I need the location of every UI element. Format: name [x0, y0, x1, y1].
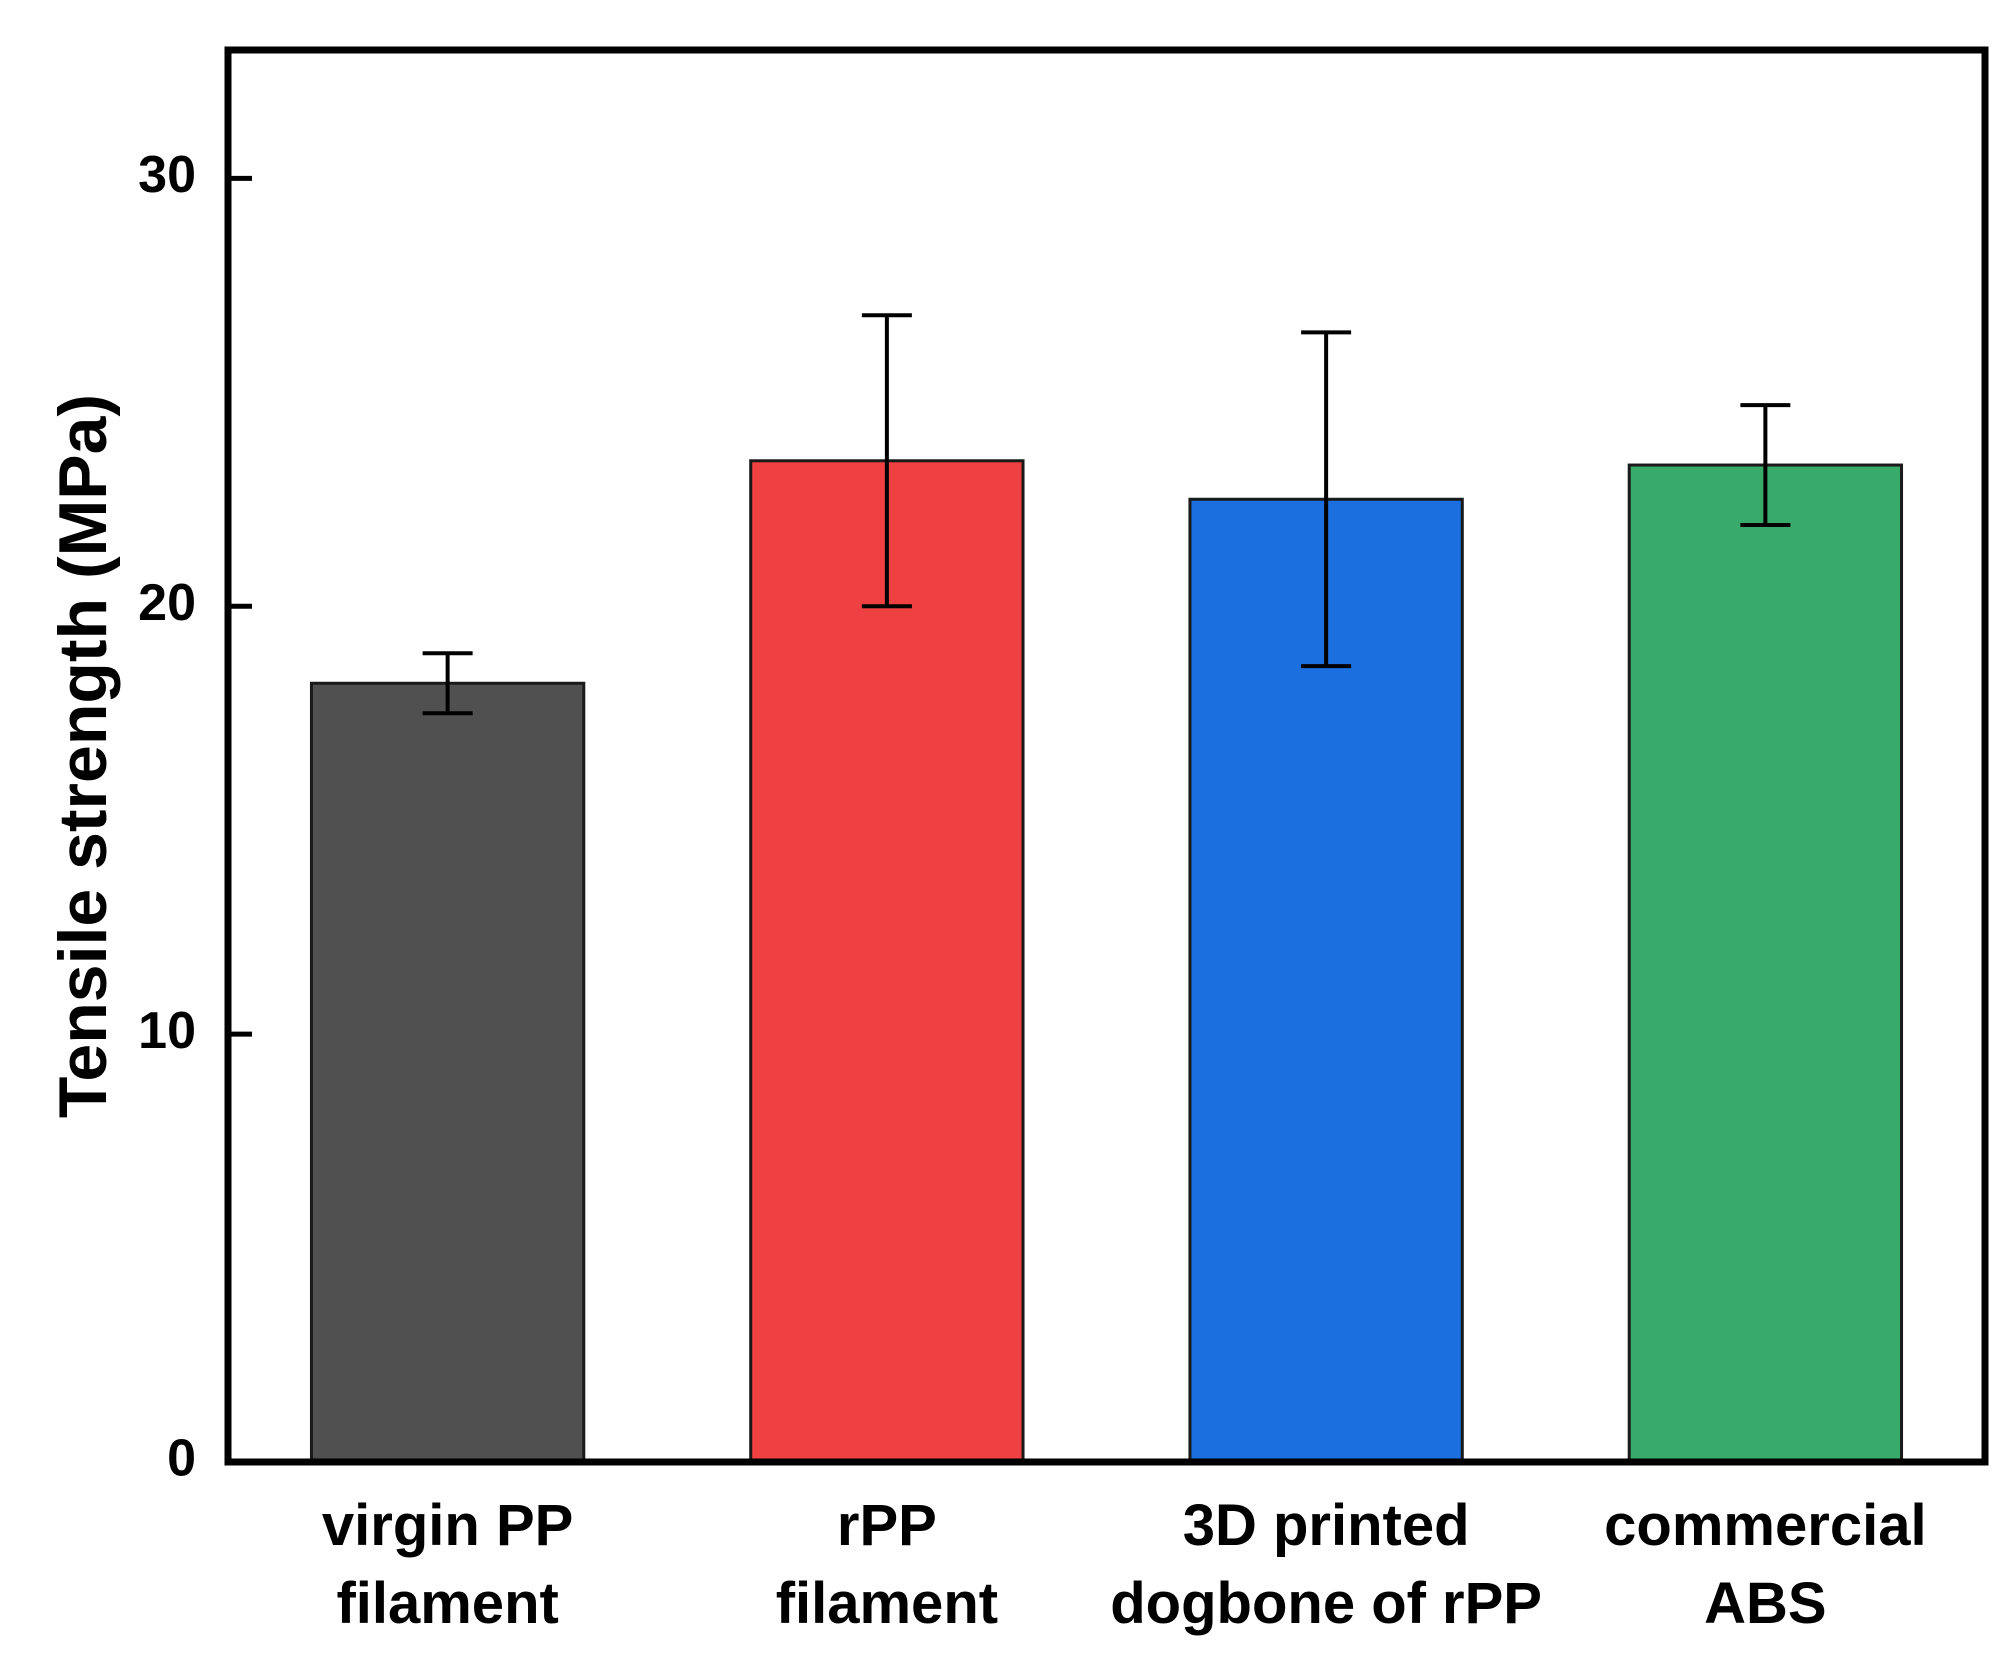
y-ticks-layer: 0 10 20 30 [138, 146, 252, 1488]
error-bar-2 [1301, 330, 1352, 669]
category-label-1-line-0: rPP [837, 1493, 937, 1558]
error-bar-0 [422, 651, 473, 716]
y-tick-label-1: 10 [138, 1002, 196, 1060]
bar-0 [309, 681, 586, 1464]
category-label-2-line-0: 3D printed [1183, 1493, 1470, 1558]
error-bar-3 [1740, 403, 1791, 527]
x-category-labels: virgin PP filament rPP filament 3D printed do… [322, 1493, 1927, 1636]
plot-frame [224, 46, 1989, 1466]
category-label-3-line-0: commercial [1604, 1493, 1926, 1558]
y-tick-label-3: 30 [138, 146, 196, 204]
error-bars-layer [422, 313, 1791, 716]
bars-layer [309, 459, 1904, 1464]
y-axis-title: Tensile strength (MPa) [45, 394, 121, 1118]
category-label-1-line-1: filament [776, 1571, 998, 1636]
bar-1 [749, 459, 1025, 1464]
bar-3 [1627, 463, 1904, 1464]
category-label-2-line-1: dogbone of rPP [1110, 1571, 1542, 1636]
y-tick-label-2: 20 [138, 574, 196, 632]
category-label-3-line-1: ABS [1704, 1571, 1826, 1636]
category-label-0-line-0: virgin PP [322, 1493, 573, 1558]
error-bar-1 [861, 313, 912, 609]
y-tick-label-0: 0 [167, 1430, 196, 1488]
category-label-0-line-1: filament [336, 1571, 558, 1636]
